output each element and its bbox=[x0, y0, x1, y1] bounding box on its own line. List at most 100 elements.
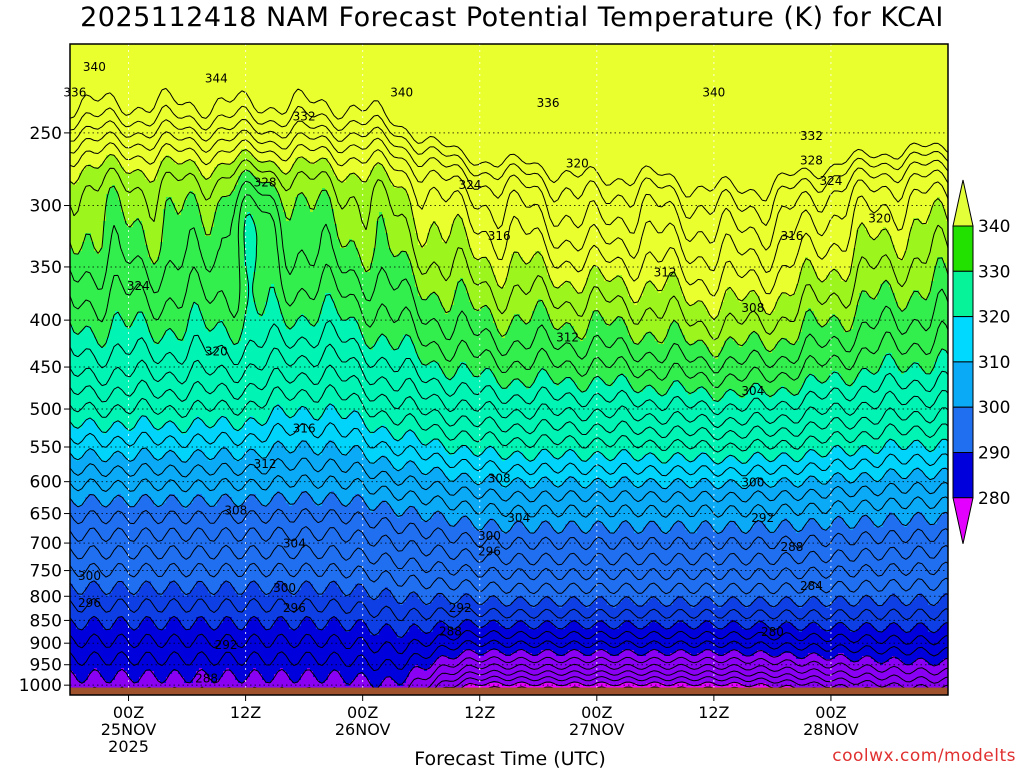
fill-cell bbox=[343, 629, 347, 684]
fill-cell bbox=[202, 497, 206, 585]
fill-cell bbox=[193, 194, 197, 303]
fill-cell bbox=[175, 671, 179, 695]
fill-cell bbox=[445, 242, 449, 315]
fill-cell bbox=[412, 431, 416, 462]
fill-cell bbox=[286, 329, 290, 417]
fill-cell bbox=[391, 680, 395, 695]
fill-cell bbox=[151, 620, 155, 672]
fill-cell bbox=[97, 671, 101, 695]
fill-cell bbox=[772, 629, 776, 657]
fill-cell bbox=[181, 341, 185, 435]
fill-cell bbox=[217, 626, 221, 681]
fill-cell bbox=[421, 443, 425, 474]
fill-cell bbox=[331, 209, 335, 300]
fill-cell bbox=[811, 266, 815, 312]
fill-cell bbox=[601, 455, 605, 483]
fill-cell bbox=[514, 251, 518, 315]
fill-cell bbox=[250, 44, 254, 156]
fill-cell bbox=[844, 44, 848, 282]
fill-cell bbox=[862, 623, 866, 657]
fill-cell bbox=[73, 623, 77, 675]
x-tick-label: 12Z bbox=[230, 703, 261, 722]
fill-cell bbox=[754, 653, 758, 687]
fill-cell bbox=[109, 458, 113, 504]
fill-cell bbox=[583, 656, 587, 687]
colorbar-label: 280 bbox=[978, 489, 1010, 509]
fill-cell bbox=[601, 482, 605, 525]
fill-cell bbox=[271, 590, 275, 627]
fill-cell bbox=[436, 296, 440, 363]
fill-cell bbox=[700, 44, 704, 303]
fill-cell bbox=[751, 482, 755, 528]
fill-cell bbox=[601, 44, 605, 276]
fill-cell bbox=[613, 656, 617, 687]
fill-cell bbox=[292, 503, 296, 597]
fill-cell bbox=[418, 599, 422, 630]
fill-cell bbox=[754, 332, 758, 384]
fill-cell bbox=[742, 464, 746, 489]
fill-cell bbox=[220, 164, 224, 198]
fill-cell bbox=[808, 44, 812, 261]
fill-cell bbox=[496, 44, 500, 285]
fill-cell bbox=[94, 251, 98, 339]
fill-cell bbox=[376, 44, 380, 165]
fill-cell bbox=[676, 479, 680, 522]
fill-cell bbox=[82, 503, 86, 594]
fill-cell bbox=[766, 395, 770, 462]
fill-cell bbox=[343, 455, 347, 507]
contour-label: 288 bbox=[780, 540, 803, 554]
fill-cell bbox=[496, 623, 500, 651]
fill-cell bbox=[412, 506, 416, 594]
contour-label: 324 bbox=[819, 174, 842, 188]
fill-cell bbox=[532, 656, 536, 687]
fill-cell bbox=[901, 662, 905, 695]
fill-cell bbox=[562, 482, 566, 531]
fill-cell bbox=[790, 623, 794, 654]
fill-cell bbox=[472, 623, 476, 651]
fill-cell bbox=[103, 221, 107, 348]
fill-cell bbox=[433, 512, 437, 597]
contour-line-310 bbox=[70, 491, 948, 535]
fill-cell bbox=[394, 257, 398, 351]
fill-cell bbox=[919, 593, 923, 624]
fill-cell bbox=[607, 326, 611, 387]
fill-cell bbox=[199, 173, 203, 216]
fill-cell bbox=[727, 653, 731, 684]
fill-cell bbox=[559, 287, 563, 330]
fill-cell bbox=[214, 44, 218, 168]
fill-cell bbox=[583, 287, 587, 339]
fill-cell bbox=[502, 44, 506, 288]
fill-cell bbox=[400, 470, 404, 516]
fill-cell bbox=[454, 659, 458, 693]
fill-cell bbox=[376, 461, 380, 507]
fill-cell bbox=[691, 533, 695, 609]
fill-cell bbox=[91, 671, 95, 695]
fill-cell bbox=[592, 482, 596, 525]
fill-cell bbox=[397, 518, 401, 603]
fill-cell bbox=[586, 44, 590, 279]
fill-cell bbox=[397, 254, 401, 348]
fill-cell bbox=[784, 479, 788, 519]
fill-cell bbox=[280, 407, 284, 444]
fill-cell bbox=[409, 338, 413, 432]
fill-cell bbox=[220, 320, 224, 417]
fill-cell bbox=[538, 653, 542, 687]
fill-cell bbox=[259, 44, 263, 162]
fill-cell bbox=[838, 374, 842, 447]
fill-cell bbox=[604, 527, 608, 600]
fill-cell bbox=[319, 44, 323, 159]
fill-cell bbox=[508, 386, 512, 459]
fill-cell bbox=[892, 470, 896, 516]
fill-cell bbox=[775, 656, 779, 690]
fill-cell bbox=[475, 311, 479, 378]
fill-cell bbox=[808, 308, 812, 375]
fill-cell bbox=[727, 44, 731, 288]
fill-cell bbox=[682, 455, 686, 483]
fill-cell bbox=[253, 302, 257, 420]
fill-cell bbox=[511, 527, 515, 603]
fill-cell bbox=[406, 461, 410, 510]
fill-cell bbox=[865, 293, 869, 369]
y-tick-label: 800 bbox=[30, 587, 62, 607]
fill-cell bbox=[352, 44, 356, 174]
